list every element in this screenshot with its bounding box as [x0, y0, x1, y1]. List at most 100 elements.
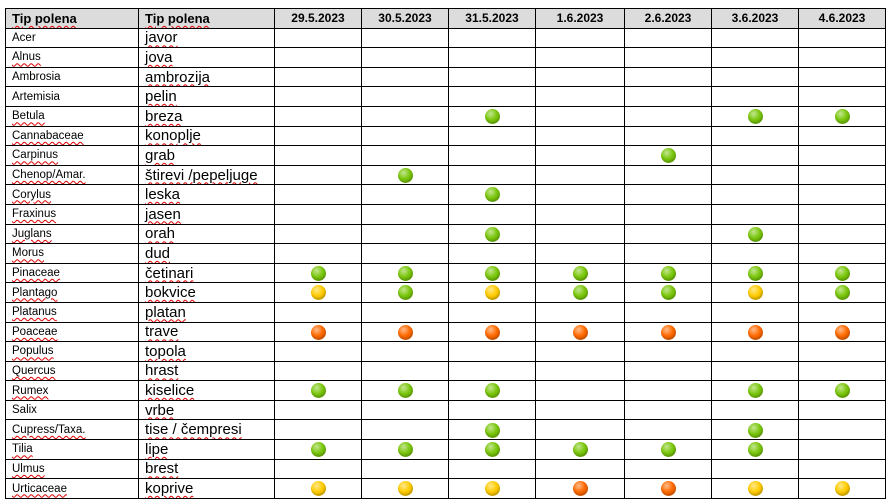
table-row: Cannabaceae konoplje — [5, 125, 886, 147]
local-name: dud — [145, 244, 171, 262]
level-cell — [624, 478, 712, 499]
table-row: Pinaceae četinari — [5, 262, 886, 284]
green-level-dot — [397, 383, 413, 399]
green-level-dot — [397, 167, 413, 183]
level-cell — [274, 439, 362, 460]
orange-level-dot — [660, 324, 676, 340]
local-name-cell: javor — [138, 27, 275, 49]
level-cell — [535, 321, 625, 343]
table-row: Ulmus brest — [5, 458, 886, 480]
level-cell — [448, 321, 536, 343]
level-cell — [624, 105, 712, 127]
latin-name: Plantago — [12, 286, 58, 299]
green-level-dot — [310, 383, 326, 399]
latin-name-cell: Pinaceae — [5, 262, 139, 284]
local-name-cell: lipe — [138, 439, 275, 460]
latin-name-cell: Poaceae — [5, 321, 139, 343]
latin-name: Morus — [12, 247, 44, 260]
latin-name-cell: Cannabaceae — [5, 125, 139, 147]
level-cell — [535, 243, 625, 264]
local-name: vrbe — [145, 401, 175, 419]
level-cell — [448, 243, 536, 264]
level-cell — [798, 86, 886, 107]
level-cell — [535, 164, 625, 186]
level-cell — [448, 184, 536, 205]
level-cell — [711, 321, 799, 343]
level-cell — [361, 203, 449, 225]
yellow-level-dot — [484, 285, 500, 301]
level-cell — [798, 66, 886, 88]
local-name: trave — [145, 323, 179, 341]
level-cell — [624, 262, 712, 284]
latin-name: Ulmus — [12, 462, 45, 475]
level-cell — [798, 301, 886, 323]
latin-name-cell: Platanus — [5, 301, 139, 323]
yellow-level-dot — [484, 481, 500, 497]
level-cell — [274, 243, 362, 264]
green-level-dot — [397, 285, 413, 301]
local-name-cell: tise / čempresi — [138, 419, 275, 441]
green-level-dot — [484, 187, 500, 203]
level-cell — [274, 203, 362, 225]
latin-name: Juglans — [12, 227, 52, 240]
level-cell — [624, 360, 712, 382]
level-cell — [711, 399, 799, 421]
green-level-dot — [747, 109, 763, 125]
level-cell — [361, 86, 449, 107]
green-level-dot — [747, 265, 763, 281]
local-name-cell: leska — [138, 184, 275, 205]
level-cell — [535, 399, 625, 421]
green-level-dot — [660, 442, 676, 458]
level-cell — [798, 145, 886, 166]
level-cell — [798, 321, 886, 343]
local-name: kiselice — [145, 382, 195, 400]
level-cell — [361, 439, 449, 460]
local-name: bokvice — [145, 284, 196, 302]
local-name-cell: vrbe — [138, 399, 275, 421]
header-date: 30.5.2023 — [361, 8, 449, 29]
yellow-level-dot — [310, 481, 326, 497]
table-row: Morus dud — [5, 243, 886, 264]
level-cell — [274, 458, 362, 480]
latin-name: Betula — [12, 110, 45, 123]
local-name: platan — [145, 303, 186, 321]
green-level-dot — [397, 442, 413, 458]
level-cell — [361, 66, 449, 88]
level-cell — [535, 262, 625, 284]
level-cell — [448, 145, 536, 166]
level-cell — [535, 458, 625, 480]
latin-name-cell: Ambrosia — [5, 66, 139, 88]
latin-name-cell: Urticaceae — [5, 478, 139, 499]
level-cell — [711, 203, 799, 225]
green-level-dot — [747, 422, 763, 438]
level-cell — [711, 105, 799, 127]
level-cell — [711, 66, 799, 88]
latin-name-cell: Salix — [5, 399, 139, 421]
latin-name: Corylus — [12, 188, 51, 201]
level-cell — [361, 341, 449, 362]
latin-name-cell: Juglans — [5, 223, 139, 245]
level-cell — [624, 86, 712, 107]
level-cell — [624, 164, 712, 186]
latin-name-cell: Acer — [5, 27, 139, 49]
green-level-dot — [660, 265, 676, 281]
orange-level-dot — [747, 324, 763, 340]
level-cell — [624, 301, 712, 323]
green-level-dot — [572, 442, 588, 458]
table-row: Juglans orah — [5, 223, 886, 245]
local-name-cell: trave — [138, 321, 275, 343]
orange-level-dot — [660, 481, 676, 497]
level-cell — [798, 399, 886, 421]
local-name: topola — [145, 342, 186, 360]
table-row: Fraxinus jasen — [5, 203, 886, 225]
level-cell — [361, 419, 449, 441]
latin-name: Populus — [12, 345, 54, 358]
level-cell — [624, 125, 712, 147]
yellow-level-dot — [834, 481, 850, 497]
orange-level-dot — [397, 324, 413, 340]
yellow-level-dot — [747, 481, 763, 497]
local-name: grab — [145, 146, 176, 164]
level-cell — [361, 399, 449, 421]
local-name-cell: grab — [138, 145, 275, 166]
latin-name: Urticaceae — [12, 482, 67, 495]
